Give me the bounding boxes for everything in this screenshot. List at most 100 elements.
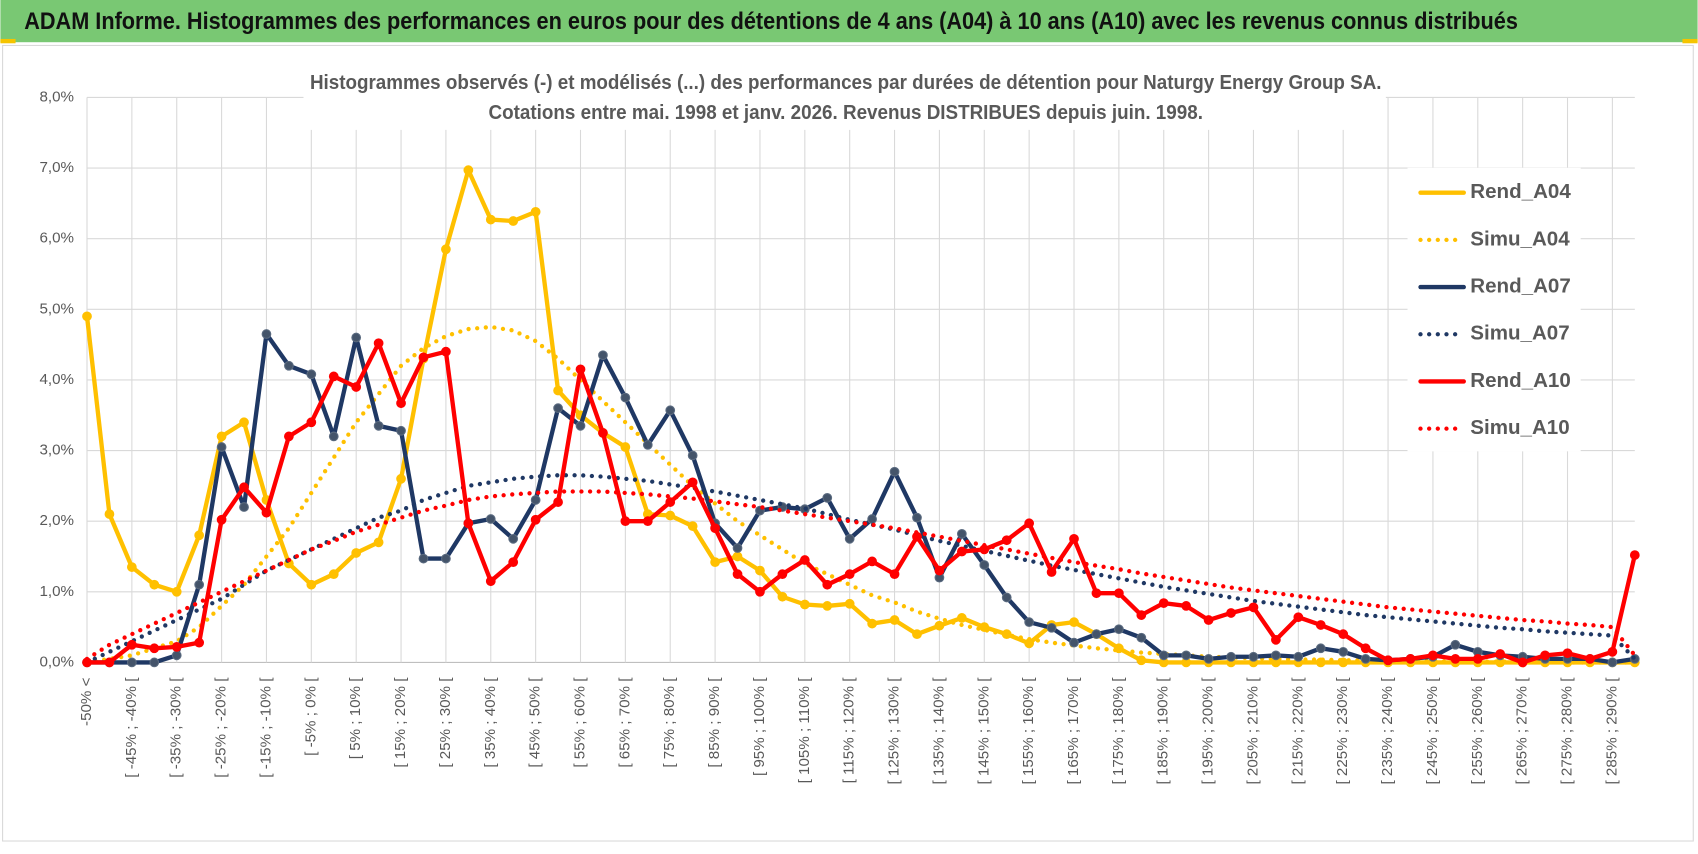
data-point: [777, 591, 788, 602]
data-point: [463, 518, 474, 529]
data-point: [418, 553, 429, 564]
data-point: [104, 657, 115, 668]
y-tick-label: 7,0%: [39, 159, 74, 176]
data-point: [620, 442, 631, 452]
data-point: [799, 555, 810, 565]
data-point: [889, 615, 900, 625]
x-tick-label: [ 65% ; 70% [: [616, 677, 633, 768]
data-point: [1607, 657, 1618, 668]
data-point: [1226, 608, 1236, 618]
data-point: [351, 382, 362, 392]
data-point: [844, 569, 855, 580]
data-point: [1450, 654, 1461, 664]
data-point: [687, 450, 698, 461]
data-point: [1315, 643, 1326, 654]
data-point: [1158, 598, 1169, 608]
data-point: [710, 557, 720, 568]
data-point: [82, 311, 92, 322]
data-point: [732, 543, 743, 553]
data-point: [1338, 646, 1349, 657]
data-point: [171, 642, 182, 652]
data-point: [239, 502, 249, 512]
y-tick-label: 0,0%: [39, 653, 74, 670]
data-point: [1069, 617, 1079, 628]
data-point: [1069, 533, 1079, 544]
x-tick-label: [ 105% ; 110% [: [796, 677, 813, 784]
data-point: [1091, 588, 1102, 599]
data-point: [553, 497, 563, 507]
y-tick-label: 2,0%: [39, 512, 74, 529]
legend-label: Simu_A10: [1470, 416, 1569, 439]
data-point: [1001, 592, 1012, 603]
y-tick-label: 4,0%: [39, 371, 74, 388]
chart-subtitle: Cotations entre mai. 1998 et janv. 2026.…: [489, 101, 1203, 124]
data-point: [485, 214, 496, 225]
data-point: [396, 473, 406, 484]
x-tick-label: [ 125% ; 130% [: [886, 677, 903, 785]
x-tick-label: [ -15% ; -10% [: [257, 677, 274, 778]
data-point: [1293, 651, 1304, 662]
data-point: [508, 533, 519, 544]
x-tick-label: [ 165% ; 170% [: [1065, 677, 1082, 785]
data-point: [1136, 655, 1147, 666]
x-tick-label: [ 265% ; 270% [: [1514, 677, 1531, 785]
x-tick-label: [ 245% ; 250% [: [1424, 677, 1441, 785]
header-bar: [0, 0, 1698, 43]
data-point: [194, 579, 205, 590]
data-point: [485, 576, 496, 587]
data-point: [799, 599, 810, 610]
data-point: [1203, 615, 1214, 625]
data-point: [216, 514, 227, 525]
series-line: [84, 167, 1637, 665]
y-tick-label: 3,0%: [39, 442, 74, 459]
x-tick-label: [ -45% ; -40% [: [123, 677, 140, 778]
x-tick-label: [ 25% ; 30% [: [437, 677, 454, 768]
chart-title: Histogrammes observés (-) et modélisés (…: [310, 71, 1382, 94]
legend-label: Simu_A07: [1470, 322, 1569, 345]
data-point: [239, 417, 249, 428]
y-tick-label: 6,0%: [39, 230, 74, 247]
data-point: [306, 579, 317, 590]
data-point: [351, 548, 362, 558]
data-point: [1271, 650, 1281, 661]
legend-label: Rend_A07: [1470, 274, 1571, 297]
data-point: [508, 557, 519, 568]
data-point: [126, 639, 137, 650]
corner: [0, 38, 16, 44]
data-point: [1585, 654, 1595, 664]
data-point: [463, 165, 474, 176]
data-point: [418, 352, 429, 363]
data-point: [732, 569, 743, 580]
data-point: [1136, 610, 1147, 620]
x-tick-label: [ 15% ; 20% [: [392, 677, 409, 768]
data-point: [867, 514, 877, 524]
data-point: [194, 530, 205, 541]
data-point: [732, 551, 743, 562]
x-tick-label: [ 175% ; 180% [: [1110, 677, 1127, 785]
y-tick-label: 5,0%: [39, 300, 74, 317]
data-point: [889, 466, 900, 477]
x-tick-label: [ 115% ; 120% [: [841, 677, 858, 784]
chart-frame: [2, 44, 1694, 842]
data-point: [1136, 632, 1147, 643]
data-point: [867, 618, 877, 629]
data-point: [912, 512, 922, 523]
data-point: [755, 586, 765, 597]
data-point: [755, 565, 765, 576]
data-point: [867, 556, 877, 567]
x-tick-label: [ -35% ; -30% [: [168, 677, 185, 778]
data-point: [665, 405, 676, 416]
data-point: [710, 523, 720, 534]
data-point: [239, 482, 249, 493]
data-point: [642, 516, 653, 527]
x-tick-label: [ 225% ; 230% [: [1334, 677, 1351, 785]
data-point: [441, 346, 451, 357]
x-tick-label: [ 275% ; 280% [: [1559, 677, 1576, 785]
x-tick-label: [ 235% ; 240% [: [1379, 677, 1396, 785]
data-point: [441, 553, 451, 564]
data-point: [642, 440, 653, 450]
x-tick-label: [ 145% ; 150% [: [975, 677, 992, 785]
data-point: [1338, 629, 1349, 640]
data-point: [485, 514, 496, 524]
